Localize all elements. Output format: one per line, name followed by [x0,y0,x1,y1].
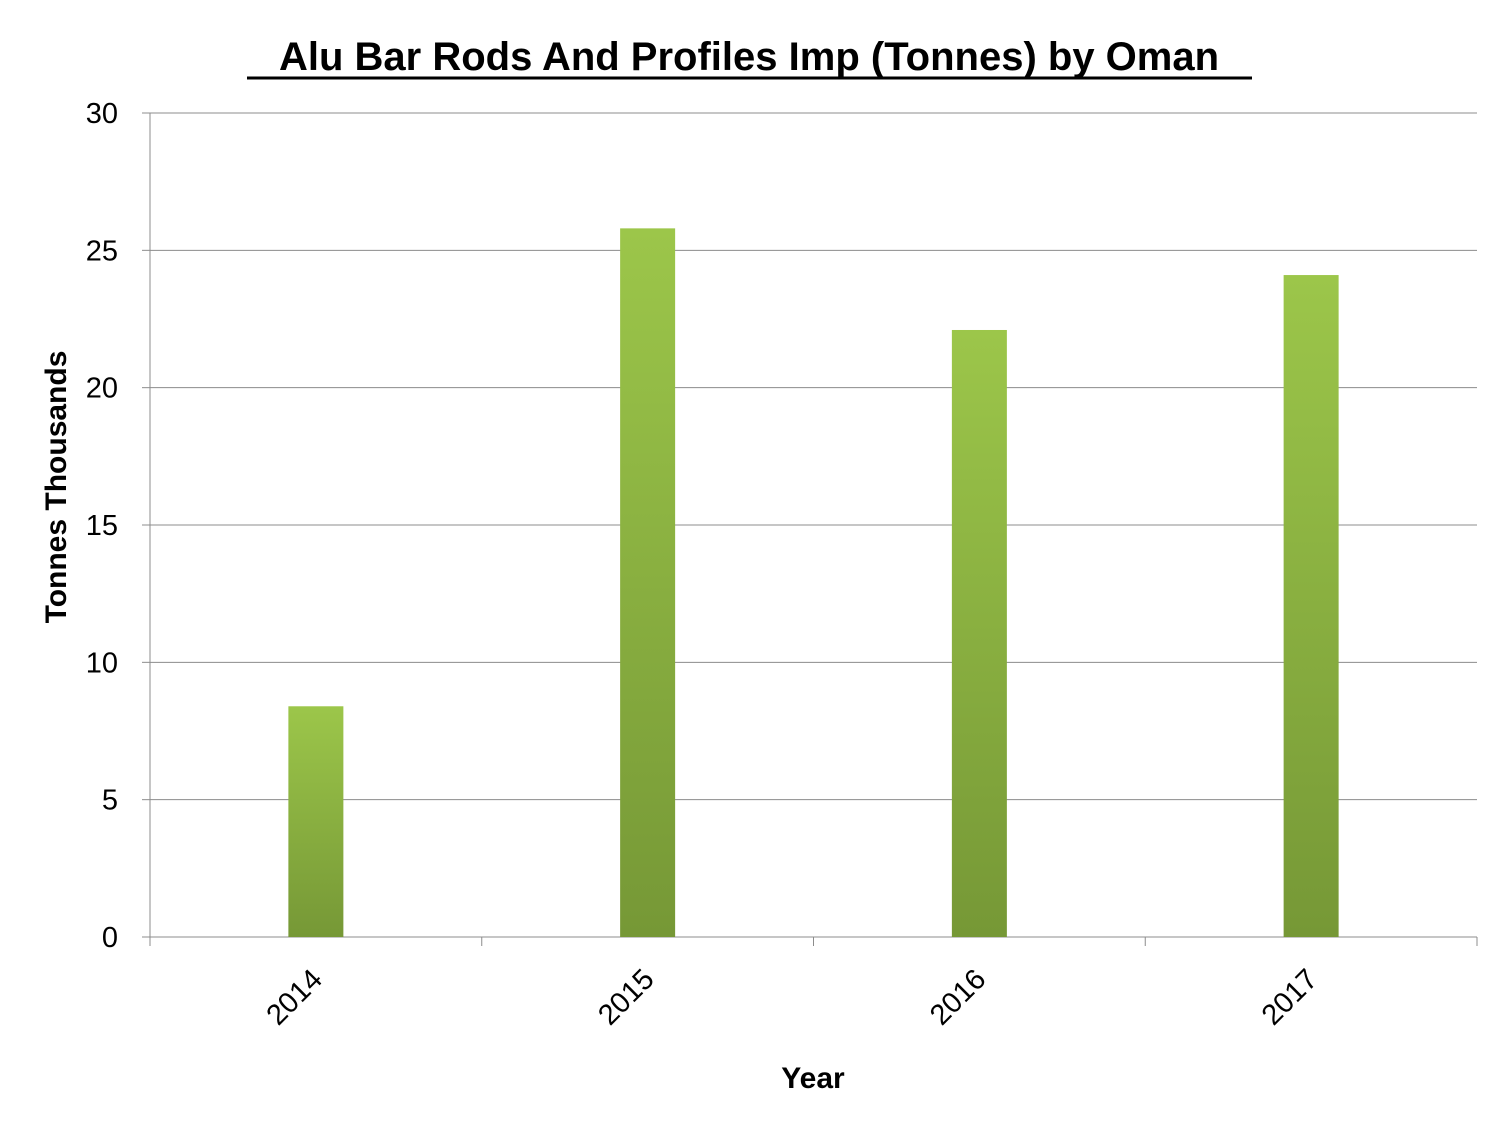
bars [288,228,1339,938]
tick-labels: 0 5 10 15 20 25 30 2014 2015 2016 2017 [86,98,1324,1032]
y-tick-label: 0 [102,922,118,954]
x-tick-label: 2017 [1256,963,1324,1031]
x-tick-label: 2014 [261,963,329,1031]
y-tick-label: 5 [102,785,118,817]
y-tick-label: 30 [86,98,118,130]
x-axis-title: Year [781,1062,845,1095]
bar-2014 [288,706,344,937]
y-tick-label: 15 [86,510,118,542]
y-axis-title: Tonnes Thousands [40,351,73,624]
y-tick-label: 25 [86,235,118,267]
bar-2016 [951,329,1007,937]
chart-title: Alu Bar Rods And Profiles Imp (Tonnes) b… [279,35,1219,79]
y-tick-label: 10 [86,647,118,679]
bar-2017 [1283,275,1339,937]
bar-2015 [620,228,676,938]
axes [142,112,1478,946]
gridlines [150,112,1477,801]
x-tick-label: 2016 [924,963,992,1031]
x-tick-label: 2015 [592,963,660,1031]
y-tick-label: 20 [86,373,118,405]
